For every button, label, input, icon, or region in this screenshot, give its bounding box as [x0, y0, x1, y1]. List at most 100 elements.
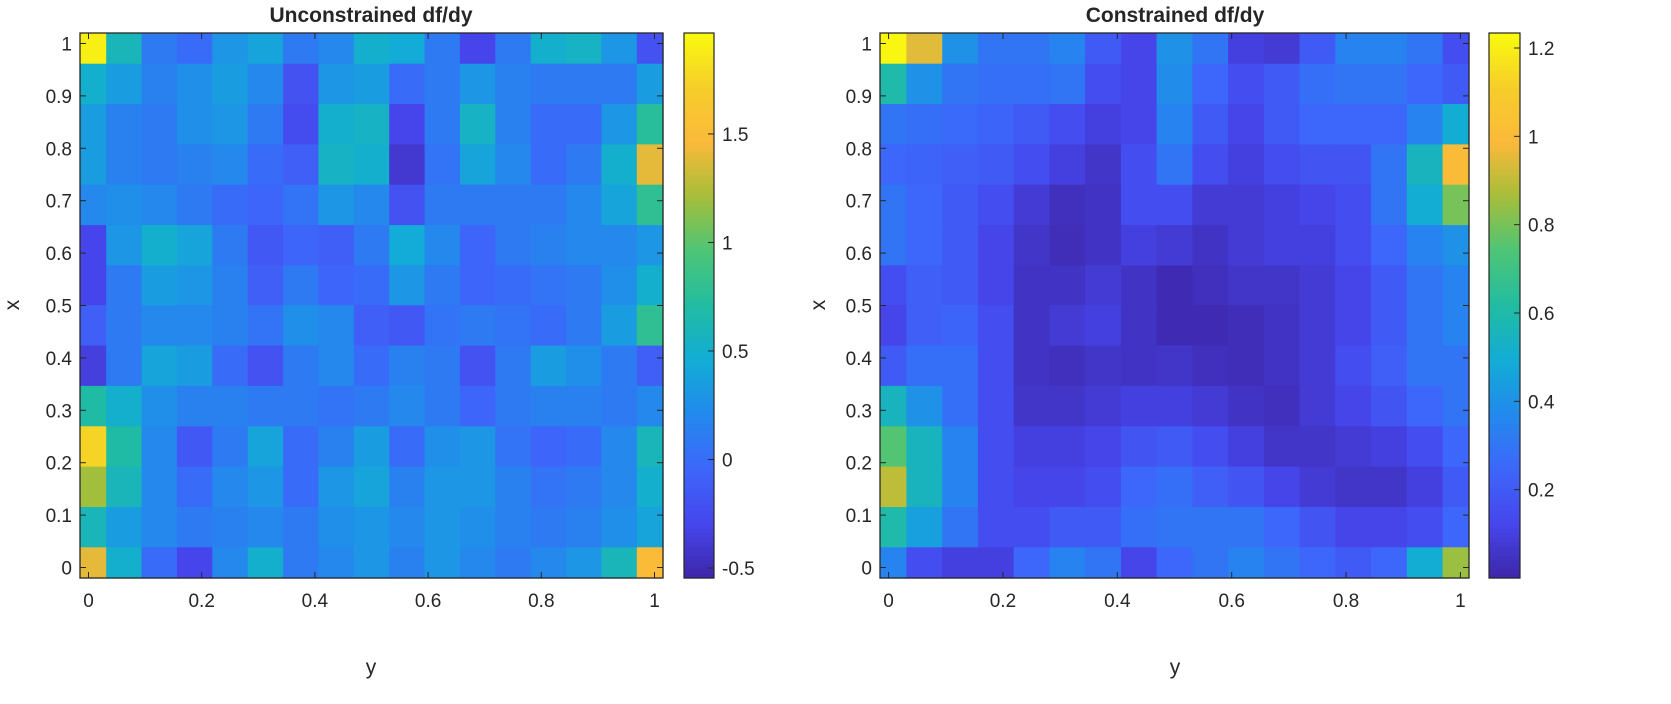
heatmap-cell: [601, 305, 638, 347]
colorbar-segment: [684, 269, 714, 275]
colorbar-segment: [1489, 437, 1520, 443]
colorbar-tick-label: -0.5: [722, 559, 755, 580]
heatmap-cell: [1085, 466, 1122, 508]
heatmap-cell: [212, 144, 249, 186]
x-tick-label: 0.8: [1333, 591, 1359, 612]
heatmap-cell: [212, 63, 249, 105]
colorbar-segment: [1489, 391, 1520, 397]
colorbar-segment: [684, 237, 714, 243]
heatmap-cell: [176, 33, 213, 65]
colorbar-segment: [684, 459, 714, 466]
colorbar-segment: [684, 73, 714, 80]
heatmap-cell: [1049, 426, 1086, 468]
heatmap-cell: [424, 385, 461, 427]
heatmap-cell: [212, 547, 249, 579]
heatmap-cell: [247, 265, 284, 307]
heatmap-cell: [106, 466, 143, 508]
heatmap-cell: [283, 63, 320, 105]
heatmap-cell: [1013, 345, 1050, 387]
heatmap-cell: [141, 466, 178, 508]
heatmap-cell: [1299, 63, 1336, 105]
heatmap-cell: [601, 547, 638, 579]
colorbar-segment: [684, 210, 714, 216]
colorbar-segment: [1489, 210, 1520, 216]
heatmap-cell: [601, 265, 638, 307]
colorbar-segment: [1489, 473, 1520, 479]
colorbar-segment: [1489, 260, 1520, 266]
heatmap-cell: [106, 225, 143, 267]
heatmap-cell: [106, 345, 143, 387]
heatmap-cell: [80, 184, 107, 226]
heatmap-cell: [318, 345, 355, 387]
colorbar-segment: [1489, 559, 1520, 565]
colorbar-segment: [684, 96, 714, 102]
heatmap-cell: [80, 225, 107, 267]
heatmap-cell: [1120, 144, 1158, 186]
heatmap-cell: [1263, 144, 1301, 186]
heatmap-cell: [1013, 466, 1050, 508]
colorbar-segment: [684, 142, 714, 148]
heatmap-cell: [212, 426, 249, 468]
heatmap-cell: [389, 305, 426, 347]
heatmap-cell: [1371, 63, 1408, 105]
heatmap-cell: [495, 144, 532, 186]
colorbar-segment: [684, 509, 714, 516]
colorbar-segment: [1489, 82, 1520, 89]
colorbar-segment: [1489, 269, 1520, 275]
heatmap-cell: [1120, 385, 1158, 427]
heatmap-cell: [353, 547, 390, 579]
heatmap-cell: [80, 345, 107, 387]
heatmap-cell: [247, 305, 284, 347]
colorbar-segment: [1489, 300, 1520, 307]
colorbar-segment: [1489, 191, 1520, 198]
colorbar-tick-label: 1.5: [722, 125, 748, 146]
heatmap-cell: [424, 104, 461, 145]
colorbar-segment: [684, 291, 714, 298]
heatmap-cell: [1263, 225, 1301, 267]
heatmap-cell: [566, 345, 603, 387]
colorbar-segment: [1489, 264, 1520, 270]
heatmap-cell: [566, 104, 603, 145]
heatmap-cell: [1228, 63, 1265, 105]
heatmap-cell: [530, 345, 567, 387]
colorbar-segment: [1489, 355, 1520, 361]
heatmap-cell: [176, 345, 213, 387]
heatmap-cell: [1192, 426, 1229, 468]
colorbar-segment: [684, 42, 714, 48]
heatmap-cell: [636, 33, 664, 65]
heatmap-cell: [212, 466, 249, 508]
colorbar-segment: [684, 328, 714, 334]
heatmap-cell: [530, 225, 567, 267]
colorbar-segment: [1489, 92, 1520, 98]
heatmap-cell: [906, 63, 943, 105]
colorbar-segment: [684, 296, 714, 302]
heatmap-cell: [942, 466, 979, 508]
colorbar-segment: [1489, 291, 1520, 298]
heatmap-cell: [1156, 184, 1193, 226]
heatmap-cell: [283, 547, 320, 579]
colorbar-segment: [1489, 273, 1520, 279]
heatmap-cell: [106, 547, 143, 579]
heatmap-cell: [141, 144, 178, 186]
heatmap-cell: [1156, 466, 1193, 508]
heatmap-cell: [1263, 104, 1301, 145]
heatmap-cell: [601, 184, 638, 226]
heatmap-cell: [906, 184, 943, 226]
heatmap-cell: [1156, 225, 1193, 267]
heatmap-cell: [318, 507, 355, 548]
y-tick-label: 0.5: [46, 297, 72, 318]
heatmap-cell: [1371, 144, 1408, 186]
heatmap-cell: [353, 265, 390, 307]
heatmap-cell: [424, 305, 461, 347]
colorbar-segment: [1489, 296, 1520, 302]
colorbar-segment: [1489, 455, 1520, 461]
colorbar-segment: [1489, 241, 1520, 248]
heatmap-cell: [880, 345, 907, 387]
colorbar-segment: [1489, 369, 1520, 375]
colorbar-segment: [1489, 432, 1520, 438]
heatmap-cell: [880, 104, 907, 145]
colorbar-segment: [684, 82, 714, 89]
colorbar-segment: [1489, 546, 1520, 552]
colorbar-segment: [684, 350, 714, 357]
colorbar-segment: [684, 455, 714, 461]
